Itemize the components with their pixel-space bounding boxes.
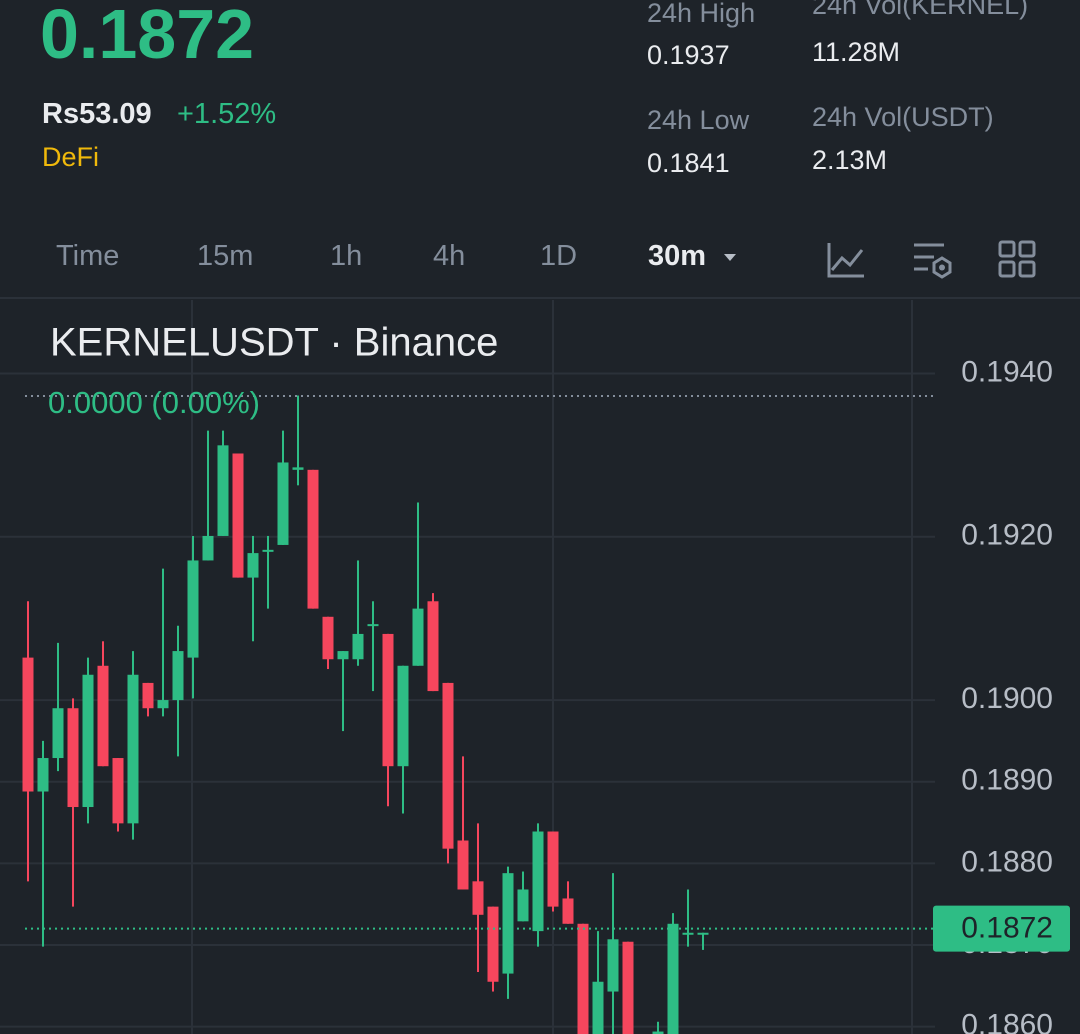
stat-value: 0.1841 — [647, 148, 730, 178]
interval-tab[interactable]: 4h — [433, 240, 466, 272]
candle-body — [142, 682, 154, 709]
stat-value: 0.1937 — [647, 40, 730, 70]
candle-body — [622, 941, 634, 1034]
last-price-label: 0.1872 — [961, 912, 1053, 945]
price-change: +1.52% — [177, 98, 277, 130]
candle-body — [262, 549, 274, 552]
stat-label: 24h High — [647, 0, 756, 28]
candle-body — [97, 665, 109, 767]
y-tick-label: 0.1890 — [961, 764, 1053, 797]
candle-body — [457, 840, 469, 890]
stat-value: 2.13M — [812, 145, 888, 175]
candle-body — [487, 906, 499, 982]
candle-body — [67, 708, 79, 808]
candle-body — [112, 758, 124, 824]
candle-body — [592, 981, 604, 1034]
stat-label: 24h Low — [647, 105, 750, 135]
candle-body — [37, 758, 49, 792]
interval-tab[interactable]: 1h — [330, 240, 363, 272]
candle-body — [472, 881, 484, 915]
candle-body — [577, 923, 589, 1034]
candle-body — [172, 651, 184, 701]
candle-body — [352, 633, 364, 660]
candle-body — [307, 469, 319, 609]
candle-body — [382, 633, 394, 767]
candle-body — [22, 657, 34, 792]
y-tick-label: 0.1860 — [961, 1009, 1053, 1034]
candle-body — [427, 601, 439, 692]
stat-value: 11.28M — [812, 37, 901, 67]
y-tick-label: 0.1900 — [961, 682, 1053, 715]
candle-body — [277, 462, 289, 545]
dropdown-arrow[interactable] — [720, 248, 740, 268]
candle-body — [127, 674, 139, 824]
candle-body — [412, 608, 424, 666]
stat-label: 24h Vol(USDT) — [812, 102, 994, 132]
candle-body — [82, 674, 94, 808]
candle-body — [562, 898, 574, 924]
y-tick-label: 0.1920 — [961, 519, 1053, 552]
candle-body — [517, 889, 529, 922]
candle-body — [502, 873, 514, 974]
candle-body — [232, 453, 244, 578]
interval-tab[interactable]: Time — [56, 240, 120, 272]
candle-body — [652, 1031, 664, 1034]
candle-body — [607, 939, 619, 992]
candle-body — [397, 665, 409, 767]
settings-icon[interactable] — [912, 240, 954, 280]
interval-tab[interactable]: 30m — [648, 240, 707, 272]
category-tag[interactable]: DeFi — [42, 142, 100, 172]
change-label: 0.0000 (0.00%) — [48, 385, 260, 420]
chart-title: KERNELUSDT · Binance — [50, 321, 498, 365]
candle-body — [532, 831, 544, 932]
candle-body — [442, 682, 454, 849]
interval-tab[interactable]: 1D — [540, 240, 578, 272]
candle-body — [322, 616, 334, 660]
candle-body — [292, 467, 304, 470]
candle-body — [682, 932, 694, 935]
indicator-icon[interactable] — [826, 240, 866, 280]
last-price-badge — [933, 905, 1070, 952]
candle-body — [202, 535, 214, 561]
layout-icon[interactable] — [998, 240, 1038, 280]
candle-body — [217, 445, 229, 536]
candle-body — [157, 700, 169, 709]
candle-body — [187, 560, 199, 658]
stat-label: 24h Vol(KERNEL) — [812, 0, 1029, 20]
candle-body — [547, 831, 559, 907]
plot-area — [22, 395, 709, 1034]
interval-tab[interactable]: 15m — [197, 240, 254, 272]
candle-body — [367, 624, 379, 627]
last-price: 0.1872 — [40, 0, 255, 73]
candle-body — [247, 553, 259, 578]
candle-body — [697, 932, 709, 935]
y-tick-label: 0.1940 — [961, 355, 1053, 388]
candle-body — [52, 708, 64, 759]
y-tick-label: 0.1880 — [961, 845, 1053, 878]
fiat-price: Rs53.09 — [42, 98, 152, 130]
candle-body — [667, 923, 679, 1034]
candle-body — [337, 651, 349, 660]
